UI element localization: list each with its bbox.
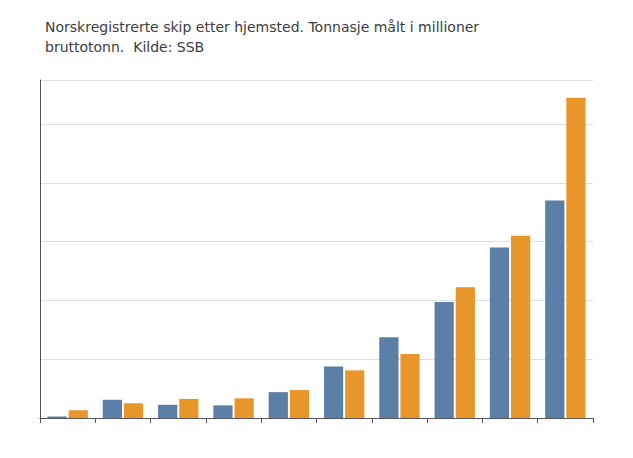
svg-text:Norskregistrerte skip etter hj: Norskregistrerte skip etter hjemsted. To… bbox=[45, 19, 479, 35]
svg-text:bruttotonn. Kilde: SSB: bruttotonn. Kilde: SSB bbox=[45, 39, 204, 55]
